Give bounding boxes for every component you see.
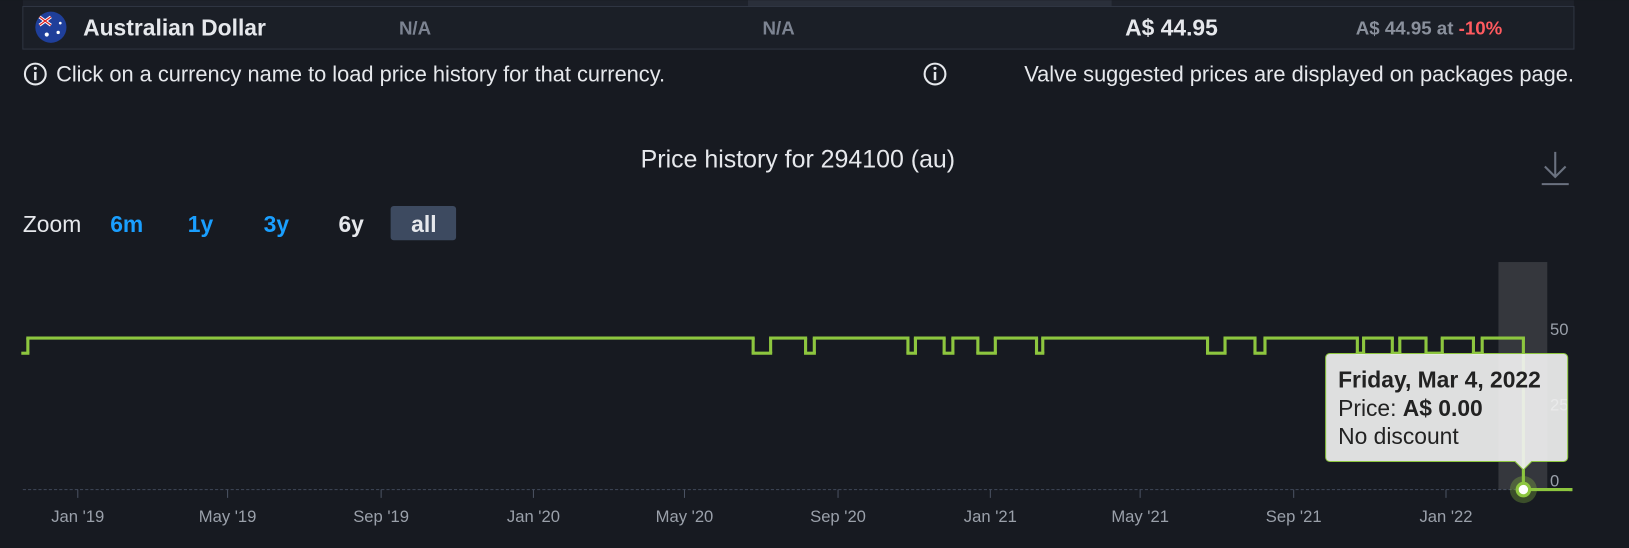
x-tick-label: May '20 bbox=[656, 507, 714, 526]
cell: N/A bbox=[399, 18, 431, 39]
info-icon bbox=[23, 62, 47, 86]
currency-name[interactable]: Australian Dollar bbox=[83, 15, 266, 41]
info-icon bbox=[923, 62, 947, 86]
lowest-text: A$ 44.95 at bbox=[1356, 18, 1454, 39]
tooltip-price-value: A$ 0.00 bbox=[1403, 395, 1483, 421]
x-tick-label: Sep '20 bbox=[810, 507, 866, 526]
x-tick-label: Jan '20 bbox=[507, 507, 560, 526]
tooltip-title: Friday, Mar 4, 2022 bbox=[1338, 367, 1541, 393]
x-tick-label: Sep '21 bbox=[1266, 507, 1322, 526]
cell: N/A bbox=[763, 18, 795, 39]
hover-point bbox=[1515, 481, 1532, 498]
tooltip-price: Price: A$ 0.00 bbox=[1338, 395, 1483, 421]
prev-row-cell bbox=[748, 0, 1112, 7]
zoom-option[interactable]: 1y bbox=[188, 211, 214, 237]
x-tick-label: May '19 bbox=[199, 507, 257, 526]
x-tick-label: Sep '19 bbox=[353, 507, 409, 526]
x-tick-label: May '21 bbox=[1111, 507, 1169, 526]
download-button[interactable] bbox=[1541, 151, 1569, 186]
zoom-buttons: 6m 1y 3y 6y all bbox=[110, 211, 436, 237]
y-tick-label: 0 bbox=[1550, 471, 1559, 490]
tooltip-box bbox=[1325, 352, 1569, 471]
zoom-option[interactable]: 6m bbox=[110, 211, 143, 237]
price: A$ 44.95 bbox=[1125, 15, 1218, 41]
x-tick-label: Jan '21 bbox=[964, 507, 1017, 526]
zoom-option[interactable]: 6y bbox=[338, 211, 364, 237]
zoom-label: Zoom bbox=[23, 211, 81, 237]
note: Click on a currency name to load price h… bbox=[56, 61, 665, 86]
zoom-active-bg bbox=[390, 205, 457, 241]
plot: Jan '19 May '19 Sep '19 Jan '20 May '20 Sep '… bbox=[21, 262, 1573, 526]
lowest-discount: -10% bbox=[1459, 18, 1503, 39]
flag-icon bbox=[35, 11, 67, 43]
y-tick-label: 50 bbox=[1550, 320, 1568, 339]
zoom-option[interactable]: 3y bbox=[264, 211, 290, 237]
chart-title: Price history for 294100 (au) bbox=[641, 146, 955, 174]
currency-row bbox=[22, 5, 1575, 50]
note: Valve suggested prices are displayed on … bbox=[1024, 61, 1574, 86]
zoom-option[interactable]: all bbox=[411, 211, 436, 237]
lowest-price: A$ 44.95 at -10% bbox=[1356, 18, 1503, 39]
x-tick-label: Jan '22 bbox=[1419, 507, 1472, 526]
tooltip-discount: No discount bbox=[1338, 423, 1459, 449]
tooltip-price-label: Price: bbox=[1338, 395, 1396, 421]
x-tick-label: Jan '19 bbox=[51, 507, 104, 526]
